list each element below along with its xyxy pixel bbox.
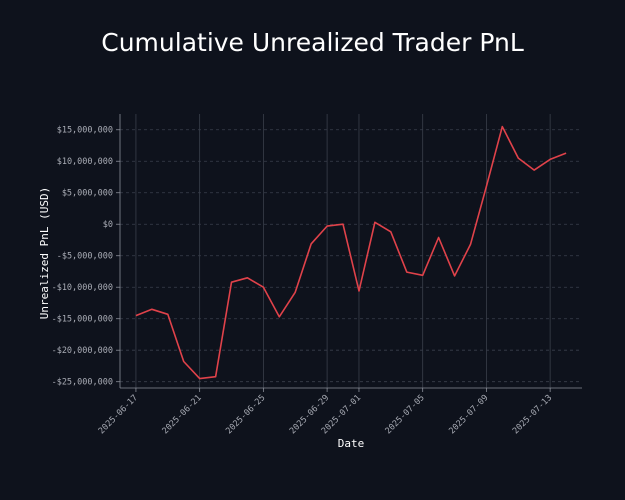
series-line — [135, 125, 567, 380]
grid-lines — [120, 114, 582, 388]
x-axis-label: Date — [338, 437, 365, 450]
y-tick-label: -$10,000,000 — [52, 283, 113, 293]
x-tick-label: 2025-07-05 — [384, 393, 427, 436]
y-axis-label: Unrealized PnL (USD) — [38, 187, 51, 319]
axes — [116, 114, 582, 392]
y-tick-label: $0 — [103, 220, 113, 230]
x-tick-label: 2025-06-21 — [161, 393, 204, 436]
y-tick-label: -$5,000,000 — [57, 252, 113, 262]
y-tick-label: $10,000,000 — [57, 157, 113, 167]
y-tick-labels: $15,000,000 $10,000,000 $5,000,000 $0 -$5,00… — [52, 126, 113, 388]
y-tick-label: -$20,000,000 — [52, 346, 113, 356]
x-tick-label: 2025-07-09 — [447, 393, 490, 436]
y-tick-label: -$25,000,000 — [52, 378, 113, 388]
x-tick-label: 2025-07-13 — [511, 393, 554, 436]
x-tick-label: 2025-06-25 — [224, 393, 267, 436]
chart-title: Cumulative Unrealized Trader PnL — [101, 28, 524, 57]
y-tick-label: -$15,000,000 — [52, 315, 113, 325]
y-tick-label: $15,000,000 — [57, 126, 113, 136]
y-tick-label: $5,000,000 — [62, 189, 113, 199]
series-layer — [135, 125, 567, 380]
x-tick-labels: 2025-06-17 2025-06-21 2025-06-25 2025-06-29… — [97, 393, 554, 436]
x-tick-label: 2025-06-17 — [97, 393, 140, 436]
